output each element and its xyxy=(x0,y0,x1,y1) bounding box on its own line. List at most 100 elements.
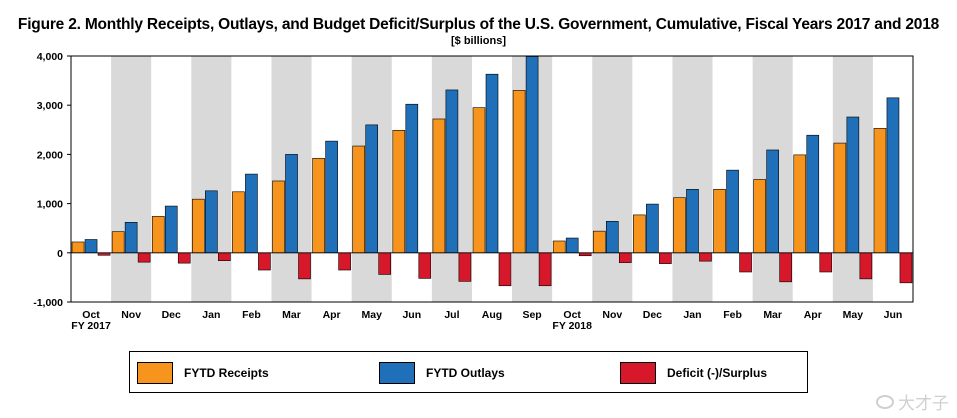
bar-outlays xyxy=(525,56,539,254)
fiscal-year-label: FY 2018 xyxy=(552,320,592,332)
bar-outlays xyxy=(806,134,820,254)
x-tick-label: Nov xyxy=(602,309,622,321)
bar-deficit xyxy=(378,252,392,275)
bar-receipts xyxy=(873,128,887,254)
bar-receipts xyxy=(151,216,165,254)
x-tick-label: Feb xyxy=(242,309,261,321)
bar-deficit xyxy=(859,252,873,280)
bar-deficit xyxy=(418,252,432,279)
x-tick-label: Aug xyxy=(482,309,502,321)
legend-label-outlays: FYTD Outlays xyxy=(426,366,505,380)
watermark: 大才子 xyxy=(876,389,949,414)
bar-outlays xyxy=(846,116,860,254)
bar-receipts xyxy=(71,241,85,254)
bar-receipts xyxy=(673,197,686,254)
legend-swatch-outlays xyxy=(379,362,415,384)
bar-receipts xyxy=(552,240,566,254)
bar-outlays xyxy=(124,221,138,254)
bar-outlays xyxy=(886,97,900,254)
x-tick-label: Dec xyxy=(643,309,662,321)
bar-deficit xyxy=(699,252,712,262)
shaded-column xyxy=(111,56,152,302)
x-tick-label: Apr xyxy=(323,309,341,321)
y-tick-label: -1,000 xyxy=(33,297,63,309)
x-tick-label: Jun xyxy=(884,309,903,321)
y-tick-label: 1,000 xyxy=(37,199,63,211)
bar-receipts xyxy=(432,118,446,254)
bar-receipts xyxy=(512,90,526,254)
x-tick-label: Jan xyxy=(683,309,701,321)
bar-receipts xyxy=(633,214,646,254)
bar-deficit xyxy=(618,252,632,263)
bar-receipts xyxy=(111,231,125,254)
y-tick-label: 3,000 xyxy=(37,100,63,112)
bar-outlays xyxy=(485,73,499,254)
x-tick-label: Jan xyxy=(202,309,220,321)
x-tick-label: Dec xyxy=(162,309,181,321)
x-tick-label: Oct xyxy=(563,309,581,321)
legend-swatch-deficit xyxy=(620,362,656,384)
x-tick-label: Apr xyxy=(804,309,822,321)
chart-title: Figure 2. Monthly Receipts, Outlays, and… xyxy=(17,16,940,33)
chart-legend: FYTD Receipts FYTD Outlays Deficit (-)/S… xyxy=(129,351,808,393)
watermark-text: 大才子 xyxy=(898,394,949,413)
bar-receipts xyxy=(713,189,726,254)
bar-receipts xyxy=(312,158,325,254)
bar-deficit xyxy=(819,252,833,273)
bar-outlays xyxy=(445,89,459,254)
bar-outlays xyxy=(205,190,218,254)
bar-receipts xyxy=(472,107,486,254)
x-tick-label: Mar xyxy=(763,309,782,321)
bar-outlays xyxy=(565,237,579,254)
bar-deficit xyxy=(739,252,752,273)
bar-receipts xyxy=(592,230,606,254)
legend-item-receipts: FYTD Receipts xyxy=(137,362,269,384)
bar-outlays xyxy=(285,154,298,254)
bar-deficit xyxy=(538,252,552,287)
bar-receipts xyxy=(352,145,366,254)
bar-receipts xyxy=(833,142,847,254)
bar-outlays xyxy=(646,203,659,254)
bar-outlays xyxy=(164,205,178,254)
bar-outlays xyxy=(405,103,419,254)
bar-deficit xyxy=(899,252,913,284)
bar-outlays xyxy=(686,189,699,254)
chart: 4,000 3,000 2,000 1,000 0 -1,000 Oct Nov Dec Jan F… xyxy=(33,51,914,332)
x-tick-label: May xyxy=(843,309,864,321)
bar-deficit xyxy=(258,252,271,271)
y-tick-label: 2,000 xyxy=(37,149,63,161)
legend-label-receipts: FYTD Receipts xyxy=(184,366,269,380)
x-tick-label: Sep xyxy=(522,309,541,321)
bar-deficit xyxy=(298,252,311,280)
legend-item-outlays: FYTD Outlays xyxy=(379,362,505,384)
chart-subtitle: [$ billions] xyxy=(451,35,506,47)
bar-deficit xyxy=(218,252,231,261)
y-tick-label: 0 xyxy=(57,248,63,260)
bar-outlays xyxy=(84,239,98,254)
bar-receipts xyxy=(392,129,406,254)
bar-receipts xyxy=(272,180,285,254)
bar-outlays xyxy=(365,124,379,254)
fiscal-year-label: FY 2017 xyxy=(71,320,111,332)
x-tick-label: Jul xyxy=(444,309,459,321)
bar-receipts xyxy=(753,179,766,254)
bar-deficit xyxy=(498,252,512,287)
x-tick-label: Nov xyxy=(121,309,141,321)
weibo-icon xyxy=(876,394,894,409)
x-tick-label: Feb xyxy=(723,309,742,321)
bar-outlays xyxy=(605,221,619,254)
bar-deficit xyxy=(779,252,792,283)
bar-deficit xyxy=(659,252,672,264)
bar-outlays xyxy=(245,173,258,254)
y-tick-label: 4,000 xyxy=(37,51,63,63)
shaded-column xyxy=(592,56,633,302)
bar-receipts xyxy=(232,191,245,254)
bar-receipts xyxy=(192,198,205,254)
bar-deficit xyxy=(177,252,191,264)
x-tick-label: Mar xyxy=(282,309,301,321)
legend-item-deficit: Deficit (-)/Surplus xyxy=(620,362,767,384)
bar-deficit xyxy=(338,252,351,271)
x-tick-label: Jun xyxy=(402,309,421,321)
bar-outlays xyxy=(325,140,338,254)
bar-deficit xyxy=(458,252,472,282)
